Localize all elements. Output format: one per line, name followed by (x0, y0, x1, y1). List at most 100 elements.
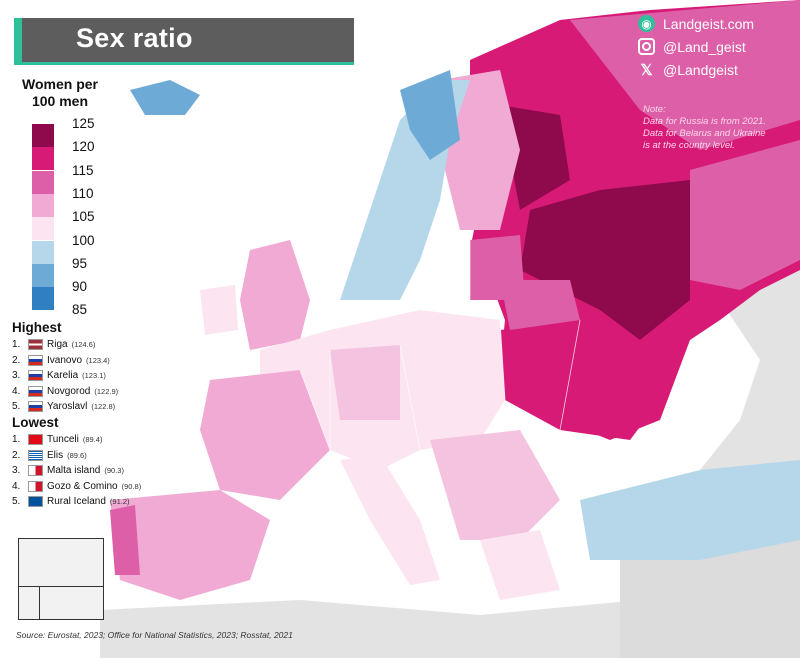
highest-item: 2. Ivanovo (123.4) (12, 353, 192, 369)
region-value: (90.8) (121, 481, 142, 491)
legend-tick-label: 90 (72, 279, 88, 295)
lowest-item: 3. Malta island (90.3) (12, 463, 192, 479)
globe-icon: ◉ (638, 15, 655, 32)
brand-x-label: @Landgeist (663, 61, 738, 78)
region-russia-north (570, 0, 800, 150)
region-russia-east-light (690, 140, 800, 290)
region-value: (89.6) (67, 450, 87, 460)
rank-number: 2. (12, 449, 21, 461)
russia-flag-icon (28, 370, 43, 382)
note-line-3: is at the country level. (643, 140, 735, 151)
brand-block: ◉ Landgeist.com @Land_geist 𝕏 @Landgeist (638, 12, 786, 81)
turkey-flag-icon (28, 434, 43, 446)
region-value: (89.4) (82, 435, 103, 445)
region-value: (122.8) (91, 402, 116, 412)
region-iberia (110, 490, 270, 600)
highest-heading: Highest (12, 320, 62, 335)
region-value: (91.2) (109, 497, 130, 507)
rank-number: 3. (12, 370, 21, 382)
legend-tick-label: 115 (72, 162, 94, 178)
region-name: Yaroslavl (47, 401, 88, 413)
inset-divider-vertical (39, 586, 40, 619)
legend-swatch (32, 193, 54, 217)
region-name: Ivanovo (47, 354, 83, 366)
region-balkans (430, 430, 560, 540)
brand-x[interactable]: 𝕏 @Landgeist (638, 58, 786, 81)
region-britain (240, 240, 310, 350)
legend-tick-label: 120 (72, 139, 95, 155)
title-bar: Sex ratio (14, 18, 354, 65)
rank-number: 5. (12, 401, 21, 413)
brand-site-label: Landgeist.com (663, 15, 755, 32)
region-turkey (580, 460, 800, 560)
note-heading: Note: (643, 104, 666, 115)
legend-swatch (32, 147, 54, 171)
rank-number: 1. (12, 434, 21, 446)
lowest-item: 4. Gozo & Comino (90.8) (12, 479, 192, 495)
lowest-list: Lowest 1. Tunceli (89.4) 2. Elis (89.6) 3. Malt… (12, 415, 192, 510)
lowest-item: 5. Rural Iceland (91.2) (12, 494, 192, 510)
malta-flag-icon (28, 480, 43, 492)
russia-flag-icon (28, 354, 43, 366)
legend-tick-label: 105 (72, 209, 95, 225)
legend-tick-label: 125 (72, 116, 95, 131)
legend-swatch (32, 124, 54, 147)
map-note: Note: Data for Russia is from 2021. Data… (643, 104, 793, 152)
rank-number: 5. (12, 496, 21, 508)
region-norway-north (400, 70, 460, 160)
region-name: Karelia (47, 370, 79, 382)
source-note: Source: Eurostat, 2023; Office for Natio… (16, 630, 293, 640)
region-italy (340, 455, 440, 585)
region-baltics (470, 235, 525, 300)
highest-item: 3. Karelia (123.1) (12, 368, 192, 384)
inset-divider-horizontal (19, 586, 103, 587)
greece-flag-icon (28, 449, 43, 461)
brand-instagram-label: @Land_geist (663, 38, 746, 55)
legend-tick-label: 110 (72, 185, 94, 201)
iceland-flag-icon (28, 496, 43, 508)
brand-site[interactable]: ◉ Landgeist.com (638, 12, 786, 35)
outside-land-africa (100, 600, 640, 658)
region-iceland (130, 80, 200, 115)
latvia-flag-icon (28, 339, 43, 351)
region-value: (124.6) (71, 340, 96, 350)
region-value: (90.3) (104, 466, 124, 476)
legend-swatch (32, 170, 54, 194)
region-greece (480, 530, 560, 600)
legend-tick-label: 85 (72, 302, 88, 318)
note-line-2: Data for Belarus and Ukraine (643, 128, 766, 139)
legend-title-line-1: Women per (22, 76, 98, 92)
legend-swatch (32, 287, 54, 311)
legend-swatch (32, 263, 54, 287)
highest-item: 5. Yaroslavl (122.8) (12, 399, 192, 415)
russia-flag-icon (28, 401, 43, 413)
legend-swatch (32, 240, 54, 264)
rank-number: 4. (12, 385, 21, 397)
highest-item: 4. Novgorod (122.9) (12, 384, 192, 400)
legend-swatch (32, 217, 54, 241)
lowest-heading: Lowest (12, 415, 59, 430)
region-name: Rural Iceland (47, 496, 106, 508)
region-name: Gozo & Comino (47, 480, 118, 492)
legend-tick-label: 100 (72, 232, 95, 248)
inset-map (18, 538, 104, 620)
region-portugal (110, 505, 140, 575)
rank-number: 2. (12, 354, 21, 366)
region-value: (123.1) (82, 371, 106, 381)
region-value: (123.4) (86, 355, 110, 365)
title-accent (14, 18, 22, 65)
legend-title-line-2: 100 men (31, 93, 89, 109)
region-germany-spots (330, 345, 400, 420)
lowest-item: 1. Tunceli (89.4) (12, 432, 192, 448)
region-name: Riga (47, 339, 68, 351)
russia-flag-icon (28, 385, 43, 397)
region-name: Elis (47, 449, 64, 461)
region-name: Tunceli (47, 434, 79, 446)
region-ireland (200, 285, 238, 335)
legend-tick-label: 95 (72, 255, 88, 271)
highest-list: Highest 1. Riga (124.6) 2. Ivanovo (123.4) 3. K… (12, 320, 192, 415)
note-line-1: Data for Russia is from 2021. (643, 116, 767, 127)
rank-number: 1. (12, 339, 21, 351)
brand-instagram[interactable]: @Land_geist (638, 35, 786, 58)
malta-flag-icon (28, 465, 43, 477)
